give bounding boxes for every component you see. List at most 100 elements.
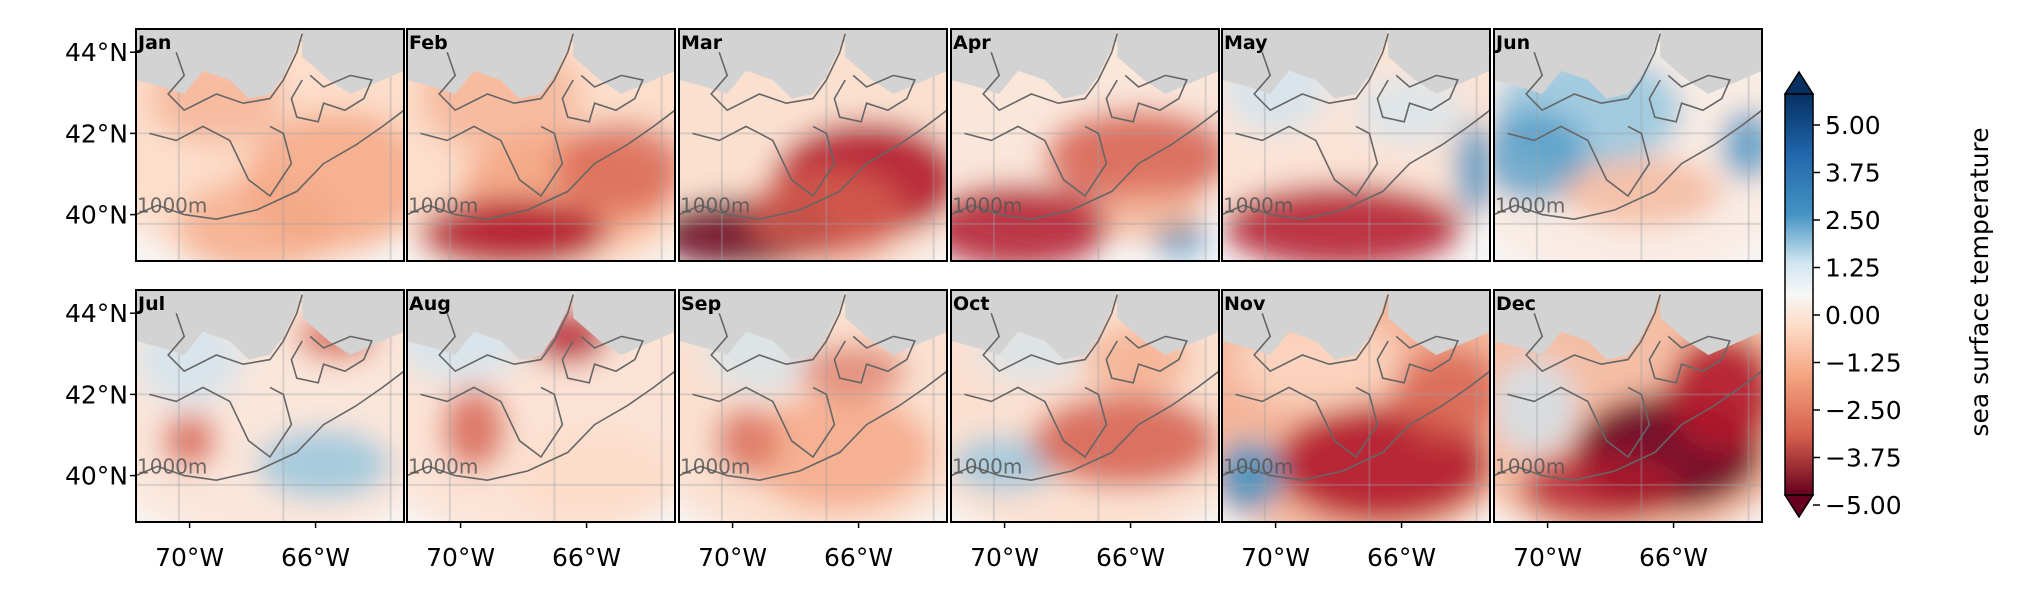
coastline-contour (692, 125, 836, 198)
isobath-1000m-contour (407, 109, 675, 221)
map-panel-jan: 1000m Jan (135, 28, 405, 262)
land-mask (302, 29, 404, 94)
coastline-contour (438, 294, 574, 373)
isobath-1000m-contour (951, 370, 1219, 482)
isobath-1000m-contour (1494, 109, 1762, 221)
month-label-nov: Nov (1224, 293, 1266, 315)
month-label-oct: Oct (953, 293, 990, 315)
land-mask (1660, 290, 1762, 355)
colorbar-tick-label: 5.00 (1825, 111, 1881, 140)
land-mask (951, 29, 1118, 99)
month-label-jul: Jul (136, 293, 165, 315)
coastline-contour (1105, 335, 1188, 384)
longitude-tick-label: 70°W (698, 543, 767, 572)
land-mask (407, 29, 574, 99)
map-panel-nov: 1000m Nov (1221, 289, 1491, 523)
panel-frame (1493, 289, 1763, 523)
month-label-dec: Dec (1496, 293, 1536, 315)
isobath-1000m-contour (1222, 109, 1490, 221)
coastline-contour (1376, 74, 1459, 123)
latitude-tick-label: 44°N (65, 38, 128, 67)
panel-frame (950, 289, 1220, 523)
month-label-aug: Aug (409, 293, 451, 315)
map-panel-aug: 1000m Aug (406, 289, 676, 523)
coastline-contour (1253, 33, 1389, 112)
land-mask (1494, 29, 1661, 99)
isobath-label: 1000m (680, 454, 750, 478)
map-panel-sep: 1000m Sep (678, 289, 948, 523)
panel-frame (678, 28, 948, 262)
month-label-may: May (1224, 32, 1268, 54)
longitude-tick-label: 66°W (281, 543, 350, 572)
map-panel-feb: 1000m Feb (406, 28, 676, 262)
coastline-contour (420, 125, 564, 198)
panel-frame (406, 289, 676, 523)
land-mask (679, 290, 846, 360)
colorbar: 5.00 3.75 2.50 1.25 0.00 −1.25 −2.50 −3.75 −5.00… (1783, 70, 1994, 520)
coastline-contour (1525, 33, 1661, 112)
colorbar-extend-max (1783, 70, 1815, 95)
isobath-1000m-contour (1494, 370, 1762, 482)
colorbar-tick-label: 2.50 (1825, 206, 1881, 235)
latitude-tick-label: 44°N (65, 299, 128, 328)
colorbar-tick-label: 1.25 (1825, 254, 1881, 283)
coastline-contour (1235, 386, 1379, 459)
month-label-apr: Apr (953, 32, 991, 54)
isobath-1000m-contour (679, 370, 947, 482)
coastline-contour (833, 335, 916, 384)
coastline-contour (982, 294, 1118, 373)
latitude-tick-label: 40°N (65, 462, 128, 491)
coastline-contour (710, 33, 846, 112)
isobath-1000m-contour (1222, 370, 1490, 482)
panel-frame (950, 28, 1220, 262)
colorbar-gradient (1784, 93, 1814, 496)
colorbar-tick-label: −2.50 (1825, 396, 1902, 425)
month-label-feb: Feb (409, 32, 448, 54)
land-mask (845, 290, 947, 355)
coastline-contour (1253, 294, 1389, 373)
isobath-label: 1000m (137, 193, 207, 217)
colorbar-tick-label: −1.25 (1825, 349, 1902, 378)
month-label-jun: Jun (1494, 32, 1530, 54)
land-mask (407, 290, 574, 360)
isobath-label: 1000m (1495, 454, 1565, 478)
coastline-contour (167, 294, 303, 373)
longitude-tick-label: 70°W (155, 543, 224, 572)
month-label-jan: Jan (136, 32, 171, 54)
land-mask (573, 290, 675, 355)
isobath-label: 1000m (1495, 193, 1565, 217)
map-panel-jul: 1000m Jul (135, 289, 405, 523)
coastline-contour (167, 33, 303, 112)
isobath-label: 1000m (408, 454, 478, 478)
isobath-label: 1000m (408, 193, 478, 217)
isobath-label: 1000m (952, 454, 1022, 478)
panel-frame (1221, 28, 1491, 262)
coastline-contour (1235, 125, 1379, 198)
coastline-contour (692, 386, 836, 459)
land-mask (1388, 290, 1490, 355)
longitude-tick-label: 70°W (1513, 543, 1582, 572)
month-label-sep: Sep (681, 293, 721, 315)
isobath-1000m-contour (407, 370, 675, 482)
land-mask (1388, 29, 1490, 94)
coastline-contour (1648, 335, 1731, 384)
land-mask (573, 29, 675, 94)
map-panel-dec: 1000m Dec (1493, 289, 1763, 523)
land-mask (1222, 29, 1389, 99)
coastline-contour (1105, 74, 1188, 123)
colorbar-label: sea surface temperature (1965, 127, 1994, 436)
isobath-label: 1000m (680, 193, 750, 217)
latitude-tick-label: 42°N (65, 119, 128, 148)
isobath-label: 1000m (952, 193, 1022, 217)
panel-frame (678, 289, 948, 523)
coastline-contour (149, 125, 293, 198)
colorbar-tick-label: −5.00 (1825, 491, 1902, 520)
isobath-1000m-contour (136, 109, 404, 221)
longitude-tick-label: 66°W (1367, 543, 1436, 572)
colorbar-tick-label: 0.00 (1825, 301, 1881, 330)
land-mask (1494, 290, 1661, 360)
panel-frame (135, 289, 405, 523)
land-mask (1660, 29, 1762, 94)
colorbar-extend-min (1783, 494, 1815, 519)
isobath-1000m-contour (679, 109, 947, 221)
